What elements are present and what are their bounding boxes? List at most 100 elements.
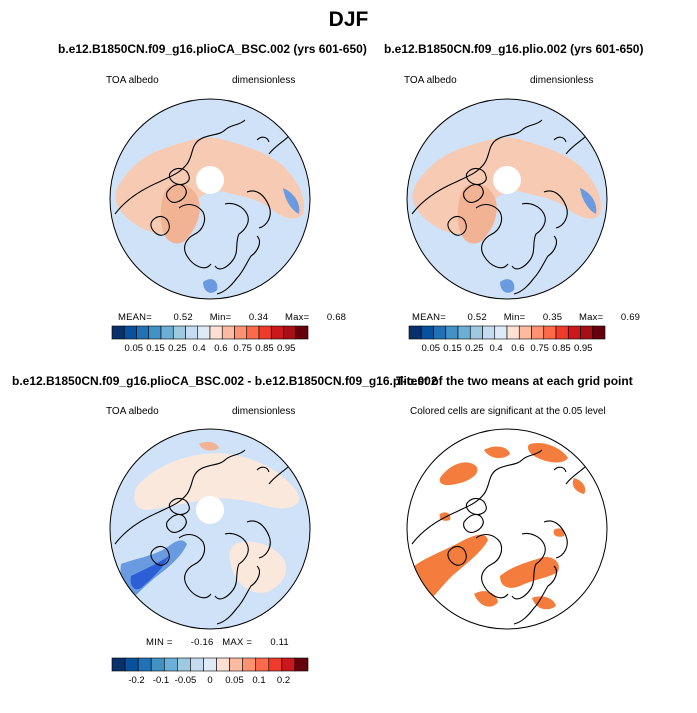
map-boundary	[406, 428, 608, 630]
coastline-0	[411, 119, 543, 215]
colorbar-box-7	[197, 325, 211, 340]
colorbar-box-13	[567, 325, 581, 340]
colorbar-box-14	[283, 325, 297, 340]
colorbar-tick-7: 0.95	[574, 343, 593, 354]
panel3-colorbar: -0.2 -0.1 -0.05 0 0.05 0.1 0.2	[111, 657, 309, 686]
panel4-note: Colored cells are significant at the 0.0…	[410, 406, 606, 417]
colorbar-box-2	[433, 325, 447, 340]
coastline-9	[553, 466, 567, 473]
coastline-1	[463, 513, 484, 533]
colorbar-box-5	[172, 325, 186, 340]
positive-diff-region	[134, 453, 299, 510]
panel1-stats: MEAN= 0.52 Min= 0.34 Max= 0.68	[118, 312, 346, 323]
colorbar-tick-6: 0.2	[277, 675, 290, 686]
coastline-2	[178, 203, 212, 269]
colorbar-box-12	[258, 325, 272, 340]
panel2-min: 0.35	[542, 312, 563, 323]
significant-cells-3	[572, 478, 586, 494]
coastline-7	[216, 565, 260, 625]
low-albedo-region	[283, 188, 300, 214]
significant-cells-7	[532, 596, 556, 610]
coastline-9	[256, 466, 270, 473]
significant-cells-9	[553, 528, 565, 537]
low-albedo-region	[580, 188, 597, 214]
colorbar-box-2	[136, 325, 150, 340]
colorbar-tick-7: 0.95	[277, 343, 296, 354]
coastline-3	[150, 545, 170, 566]
colorbar-box-12	[555, 325, 569, 340]
panel2-title: b.e12.B1850CN.f09_g16.plio.002 (yrs 601-…	[384, 42, 644, 56]
eurasia-albedo-region	[237, 154, 280, 193]
colorbar-box-5	[469, 325, 483, 340]
colorbar-box-9	[229, 657, 243, 672]
coastline-3	[150, 215, 170, 236]
colorbar-box-6	[482, 325, 496, 340]
coastline-1	[166, 183, 187, 203]
coastline-7	[513, 235, 557, 295]
significant-cells-2	[527, 442, 568, 463]
colorbar-tick-3: 0	[207, 675, 212, 686]
coastline-2	[475, 203, 509, 269]
coastline-8	[268, 465, 290, 485]
map-field	[407, 99, 607, 299]
coastline-4	[168, 497, 190, 516]
coastline-5	[511, 532, 546, 600]
panel2-stats: MEAN= 0.52 Min= 0.35 Max= 0.69	[412, 312, 640, 323]
panel1-max-label: Max=	[285, 312, 310, 323]
colorbar-tick-0: -0.2	[128, 675, 144, 686]
colorbar-box-9	[221, 325, 235, 340]
colorbar-tick-5: 0.1	[252, 675, 265, 686]
colorbar-box-11	[246, 325, 260, 340]
panel2-variable: TOA albedo	[404, 75, 457, 86]
coastline-5	[214, 532, 249, 600]
panel1-max: 0.68	[326, 312, 347, 323]
panel1-title: b.e12.B1850CN.f09_g16.plioCA_BSC.002 (yr…	[58, 42, 367, 56]
significant-cells-4	[412, 534, 488, 608]
colorbar-box-0	[408, 325, 422, 340]
low-albedo-south	[203, 279, 218, 293]
colorbar-box-6	[190, 657, 204, 672]
coastline-9	[553, 136, 567, 143]
colorbar-box-3	[445, 325, 459, 340]
coastline-9	[256, 136, 270, 143]
high-albedo-region	[160, 183, 200, 244]
map-field	[110, 99, 310, 299]
colorbar-tick-3: 0.4	[193, 343, 206, 354]
colorbar-tick-1: 0.15	[443, 343, 462, 354]
map-field	[407, 429, 607, 629]
colorbar-box-14	[294, 657, 309, 672]
colorbar-box-5	[177, 657, 191, 672]
polar-missing-data	[196, 496, 224, 524]
colorbar-box-8	[209, 325, 223, 340]
eurasia-albedo-region	[534, 154, 577, 193]
polar-missing-data	[196, 166, 224, 194]
colorbar-box-0	[111, 657, 126, 672]
panel2-mean-label: MEAN=	[412, 312, 446, 323]
low-albedo-south	[500, 279, 515, 293]
coastline-6	[246, 190, 271, 229]
coastline-2	[178, 533, 212, 599]
coastline-7	[513, 565, 557, 625]
colorbar-box-7	[203, 657, 217, 672]
panel3-max: 0.11	[270, 637, 289, 648]
colorbar-box-13	[281, 657, 296, 672]
coastline-8	[565, 135, 587, 155]
panel3-min-label: MIN =	[146, 637, 173, 648]
colorbar-box-11	[255, 657, 270, 672]
panel2-mean: 0.52	[467, 312, 487, 323]
colorbar-box-15	[295, 325, 309, 340]
colorbar-box-10	[242, 657, 257, 672]
coastline-8	[565, 465, 587, 485]
colorbar-tick-5: 0.75	[530, 343, 549, 354]
panel2-min-label: Min=	[503, 312, 526, 323]
colorbar-tick-1: -0.1	[153, 675, 169, 686]
panel3-max-label: MAX =	[222, 637, 253, 648]
coastline-6	[246, 520, 271, 559]
coastline-6	[543, 190, 568, 229]
panel1-colorbar: 0.05 0.15 0.25 0.4 0.6 0.75 0.85 0.95	[111, 325, 309, 354]
coastline-4	[465, 497, 487, 516]
significant-cells-0	[439, 462, 478, 486]
panel4-title: T-test of the two means at each grid poi…	[396, 374, 633, 388]
coastline-0	[114, 119, 246, 215]
coastline-2	[475, 533, 509, 599]
